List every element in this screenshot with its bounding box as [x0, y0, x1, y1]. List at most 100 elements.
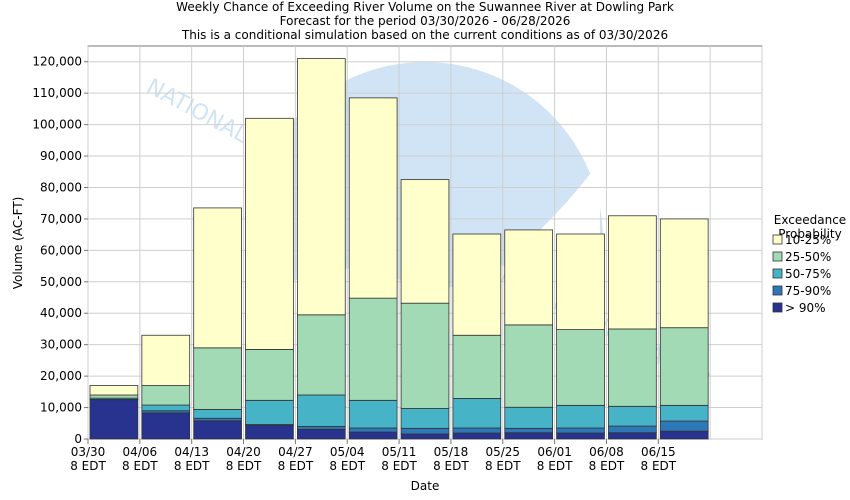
x-tick-label-time: 8 EDT — [122, 459, 158, 473]
y-tick-label: 60,000 — [40, 243, 82, 257]
bar-segment-10-25 — [452, 233, 502, 336]
bar-segment-75-90 — [348, 427, 398, 433]
bar-segment-10-25 — [556, 233, 605, 330]
legend-entry-label: 10-25% — [785, 233, 831, 247]
bar-segment-90 — [193, 420, 242, 440]
bar-segment-90 — [556, 432, 605, 440]
bar-segment-25-50 — [245, 348, 294, 401]
y-axis-label: Volume (AC-FT) — [11, 197, 25, 290]
y-tick-label: 80,000 — [40, 180, 82, 194]
bar-segment-10-25 — [504, 229, 554, 326]
x-tick-label-date: 04/27 — [278, 445, 313, 459]
x-tick-label-time: 8 EDT — [641, 459, 677, 473]
y-tick-label: 110,000 — [32, 86, 82, 100]
x-tick-label-time: 8 EDT — [226, 459, 262, 473]
legend-swatch — [772, 285, 783, 296]
bar-segment-50-75 — [141, 404, 191, 412]
x-tick-label-time: 8 EDT — [589, 459, 625, 473]
bar-segment-25-50 — [141, 385, 191, 406]
bar-segment-90 — [452, 432, 502, 440]
bar-segment-90 — [89, 399, 139, 440]
legend-entry-label: 75-90% — [785, 284, 831, 298]
bar-segment-25-50 — [452, 334, 502, 399]
bar-segment-90 — [296, 428, 346, 440]
bar-segment-25-50 — [296, 314, 346, 396]
bar-segment-10-25 — [659, 218, 709, 329]
y-tick-label: 120,000 — [32, 55, 82, 69]
legend-entry-label: 50-75% — [785, 267, 831, 281]
x-tick-label-date: 05/11 — [382, 445, 417, 459]
y-tick-label: 40,000 — [40, 306, 82, 320]
bar-segment-50-75 — [296, 394, 346, 427]
legend-swatch — [772, 234, 783, 245]
y-tick-label: 20,000 — [40, 369, 82, 383]
bar-segment-25-50 — [608, 328, 657, 407]
legend-entry-label: > 90% — [785, 301, 826, 315]
y-tick-label: 30,000 — [40, 338, 82, 352]
y-tick-label: 70,000 — [40, 212, 82, 226]
bar-segment-10-25 — [400, 179, 450, 304]
x-tick-label-date: 05/25 — [485, 445, 520, 459]
x-tick-label-time: 8 EDT — [433, 459, 469, 473]
chart-title-line-3: This is a conditional simulation based o… — [181, 28, 669, 42]
x-axis-label: Date — [411, 479, 440, 493]
bar-segment-10-25 — [141, 334, 191, 386]
bar-segment-90 — [141, 412, 191, 440]
x-tick-label-time: 8 EDT — [70, 459, 106, 473]
y-tick-label: 0 — [74, 432, 82, 446]
bar-segment-90 — [608, 432, 657, 440]
x-tick-label-time: 8 EDT — [329, 459, 365, 473]
bar-segment-25-50 — [504, 324, 554, 408]
x-tick-label-date: 06/01 — [537, 445, 572, 459]
bar-segment-10-25 — [296, 58, 346, 316]
bar-segment-75-90 — [608, 425, 657, 434]
legend-entry-label: 25-50% — [785, 250, 831, 264]
bar-segment-50-75 — [556, 404, 605, 429]
bar-segment-10-25 — [348, 97, 398, 299]
legend-swatch — [772, 268, 783, 279]
x-tick-label-date: 06/08 — [589, 445, 624, 459]
bar-segment-10-25 — [245, 117, 294, 350]
legend-swatch — [772, 302, 783, 313]
y-tick-label: 10,000 — [40, 401, 82, 415]
x-tick-label-time: 8 EDT — [537, 459, 573, 473]
bar-segment-25-50 — [400, 302, 450, 409]
x-tick-label-date: 04/06 — [123, 445, 158, 459]
x-tick-label-date: 03/30 — [71, 445, 106, 459]
bar-segment-50-75 — [400, 408, 450, 429]
bar-segment-75-90 — [659, 420, 709, 432]
bar-segment-90 — [400, 433, 450, 440]
y-tick-label: 50,000 — [40, 275, 82, 289]
bar-segment-75-90 — [400, 427, 450, 435]
y-tick-label: 100,000 — [32, 118, 82, 132]
legend-title: Probability — [778, 227, 841, 241]
bar-segment-10-25 — [608, 215, 657, 330]
bar-segment-50-75 — [659, 404, 709, 422]
x-tick-label-date: 05/18 — [434, 445, 469, 459]
bar-segment-75-90 — [556, 427, 605, 434]
x-tick-label-time: 8 EDT — [381, 459, 417, 473]
x-tick-label-time: 8 EDT — [278, 459, 314, 473]
bar-segment-25-50 — [89, 394, 139, 399]
bar-segment-25-50 — [556, 329, 605, 406]
bar-segment-25-50 — [193, 347, 242, 410]
bar-segment-90 — [348, 431, 398, 440]
bars-group — [89, 58, 709, 440]
bar-segment-50-75 — [504, 406, 554, 429]
legend-swatch — [772, 251, 783, 262]
x-tick-label-time: 8 EDT — [485, 459, 521, 473]
x-tick-label-date: 04/20 — [226, 445, 261, 459]
chart-title-line-2: Forecast for the period 03/30/2026 - 06/… — [279, 14, 571, 28]
x-tick-label-date: 06/15 — [641, 445, 676, 459]
x-tick-label-time: 8 EDT — [174, 459, 210, 473]
bar-segment-75-90 — [452, 427, 502, 434]
x-tick-label-date: 04/13 — [174, 445, 209, 459]
y-tick-label: 90,000 — [40, 149, 82, 163]
chart-title-line-1: Weekly Chance of Exceeding River Volume … — [176, 0, 674, 14]
bar-segment-50-75 — [608, 405, 657, 427]
bar-segment-50-75 — [245, 399, 294, 425]
bar-segment-75-90 — [296, 426, 346, 430]
